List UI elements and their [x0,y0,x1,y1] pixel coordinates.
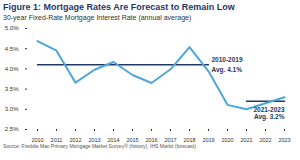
svg-text:2020: 2020 [221,137,233,143]
svg-text:3.0%: 3.0% [5,106,19,112]
svg-text:2012: 2012 [69,137,81,143]
svg-text:2022: 2022 [259,137,271,143]
svg-text:2014: 2014 [107,137,119,143]
html-text:Source: Freddie Mac Primary Mo: Source: Freddie Mac Primary Mortgage Mar… [3,143,196,149]
svg-text:2023: 2023 [278,137,290,143]
svg-text:2013: 2013 [88,137,100,143]
svg-text:2011: 2011 [51,137,63,143]
svg-text:2019: 2019 [202,137,214,143]
svg-text:5.0%: 5.0% [5,25,19,31]
svg-text:4.0%: 4.0% [5,66,19,72]
svg-text:2015: 2015 [126,137,138,143]
svg-text:2021: 2021 [240,137,252,143]
svg-text:2010: 2010 [31,137,43,143]
html-text:Figure 1: Mortgage Rates Are F: Figure 1: Mortgage Rates Are Forecast to… [3,2,235,12]
svg-text:2021-2023: 2021-2023 [253,106,284,113]
svg-text:3.5%: 3.5% [5,86,19,92]
svg-text:2018: 2018 [183,137,195,143]
svg-text:2010-2019: 2010-2019 [212,56,243,63]
svg-text:2.5%: 2.5% [5,126,19,132]
svg-text:2016: 2016 [145,137,157,143]
svg-text:2017: 2017 [164,137,176,143]
svg-text:Avg. 3.2%: Avg. 3.2% [254,113,285,121]
svg-text:Avg. 4.1%: Avg. 4.1% [212,66,243,74]
html-text:30-year Fixed-Rate Mortgage In: 30-year Fixed-Rate Mortgage Interest Rat… [3,14,192,21]
svg-text:4.5%: 4.5% [5,46,19,52]
